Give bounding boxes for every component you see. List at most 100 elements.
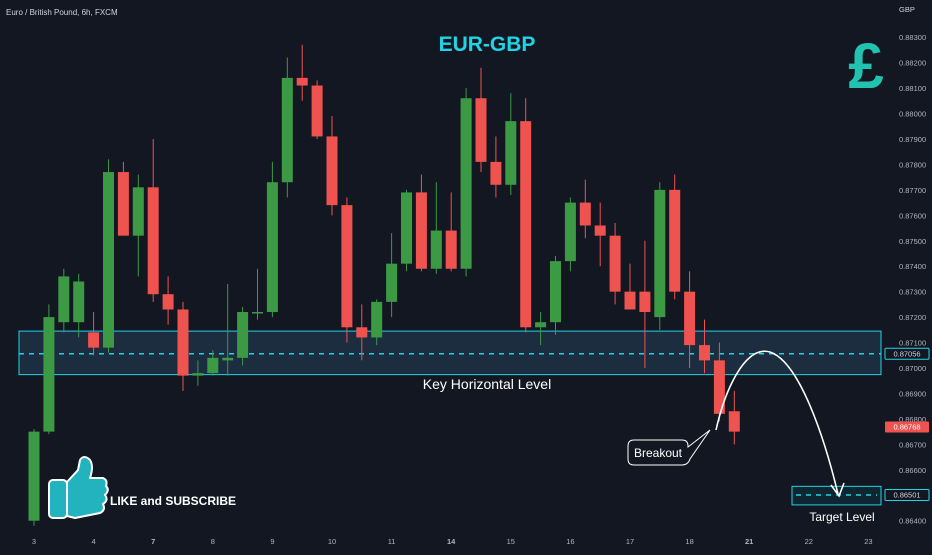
breakout-callout: Breakout	[627, 429, 711, 466]
y-tick-label: 0.87500	[899, 237, 926, 246]
candle-body	[386, 263, 398, 302]
y-tick-label: 0.87100	[899, 339, 926, 348]
breakout-callout-bubble	[627, 429, 711, 466]
candle-body	[281, 77, 293, 183]
x-axis: 3 4 7 8 9 10 11 14 15 16 17 18 21 22 23	[32, 537, 873, 546]
candle-body	[147, 187, 159, 295]
y-tick-label: 0.86600	[899, 466, 926, 475]
y-axis: 0.88300 0.88200 0.88100 0.88000 0.87900 0.878…	[899, 33, 926, 526]
candle-body	[222, 357, 234, 361]
target-level-label: Target Level	[809, 510, 874, 524]
candle-body	[371, 301, 383, 338]
symbol-label: Euro / British Pound, 6h, FXCM	[6, 8, 118, 17]
candle-body	[460, 98, 472, 269]
candle-body	[564, 202, 576, 262]
candles-group	[28, 44, 740, 526]
candle-body	[103, 172, 114, 348]
y-tick-label: 0.88200	[899, 59, 926, 68]
x-tick-label: 4	[92, 537, 96, 546]
key-level-price: 0.87056	[893, 349, 920, 358]
candle-body	[505, 121, 517, 185]
y-tick-label: 0.88100	[899, 84, 926, 93]
candle-body	[341, 205, 353, 328]
y-tick-label: 0.87300	[899, 288, 926, 297]
x-tick-label: 18	[685, 537, 693, 546]
target-level-price-tag: 0.86501	[884, 488, 930, 501]
candle-body	[609, 235, 621, 292]
y-tick-label: 0.87900	[899, 135, 926, 144]
candle-body	[728, 411, 740, 432]
candle-body	[58, 276, 70, 323]
candle-body	[88, 332, 100, 348]
key-level-label: Key Horizontal Level	[423, 376, 551, 392]
candle-body	[207, 357, 219, 374]
key-level-zone-group	[18, 330, 882, 376]
y-tick-label: 0.86700	[899, 440, 926, 449]
candle-body	[237, 312, 249, 358]
x-tick-label: 17	[626, 537, 634, 546]
x-tick-label: 11	[388, 537, 396, 546]
x-tick-label: 23	[864, 537, 872, 546]
thumbs-up-icon[interactable]	[48, 456, 109, 519]
candle-body	[490, 161, 502, 185]
x-tick-label: 3	[32, 537, 36, 546]
candle-body	[28, 431, 40, 521]
candle-body	[401, 192, 412, 264]
current-price: 0.86768	[893, 423, 920, 432]
candle-body	[326, 136, 338, 206]
y-tick-label: 0.87200	[899, 313, 926, 322]
candle-body	[594, 225, 606, 236]
candle-body	[177, 309, 189, 376]
y-tick-label: 0.87600	[899, 211, 926, 220]
projected-path-arrow	[715, 350, 839, 495]
candle-body	[669, 189, 681, 292]
candle-body	[699, 345, 710, 361]
candle-body	[252, 312, 263, 314]
candle-body	[475, 98, 487, 162]
candle-body	[311, 85, 323, 137]
x-tick-label: 10	[328, 537, 336, 546]
x-tick-label: 9	[270, 537, 274, 546]
candle-body	[117, 172, 129, 236]
x-tick-label: 15	[507, 537, 515, 546]
x-tick-label: 7	[151, 537, 155, 546]
y-tick-label: 0.86800	[899, 415, 926, 424]
x-tick-label: 16	[566, 537, 574, 546]
candle-body	[550, 261, 561, 323]
breakout-label: Breakout	[634, 446, 683, 460]
y-tick-label: 0.87800	[899, 160, 926, 169]
candle-body	[624, 291, 636, 310]
target-level-price: 0.86501	[893, 491, 920, 500]
cta-text: LIKE and SUBSCRIBE	[110, 494, 236, 508]
candle-body	[162, 294, 174, 310]
pound-sign-icon: £	[848, 30, 884, 102]
key-level-price-tag: 0.87056	[884, 347, 930, 360]
candle-body	[132, 187, 144, 236]
candle-body	[356, 327, 368, 338]
candle-body	[296, 77, 308, 86]
candle-body	[654, 189, 666, 318]
current-price-tag: 0.86768	[885, 421, 929, 433]
candle-body	[535, 322, 547, 328]
y-tick-label: 0.87700	[899, 186, 926, 195]
candle-body	[445, 230, 457, 269]
arrowhead-icon	[830, 482, 845, 498]
candle-body	[579, 202, 591, 226]
chart-title: EUR-GBP	[439, 33, 536, 56]
candle-body	[430, 230, 442, 269]
candle-body	[520, 121, 532, 328]
y-tick-label: 0.86900	[899, 389, 926, 398]
y-tick-label: 0.87000	[899, 364, 926, 373]
candle-body	[684, 291, 696, 346]
candle-body	[43, 317, 55, 432]
candle-body	[415, 192, 427, 269]
key-level-zone	[18, 330, 882, 376]
candle-body	[639, 291, 651, 313]
y-tick-label: 0.87400	[899, 262, 926, 271]
x-tick-label: 21	[745, 537, 753, 546]
candle-body	[713, 360, 725, 414]
y-tick-label: 0.88300	[899, 33, 926, 42]
x-tick-label: 22	[805, 537, 813, 546]
